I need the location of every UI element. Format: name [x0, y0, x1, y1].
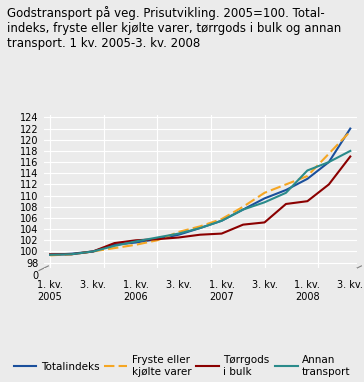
Text: Godstransport på veg. Prisutvikling. 2005=100. Total-
indeks, fryste eller kjølt: Godstransport på veg. Prisutvikling. 200… — [7, 6, 341, 50]
Legend: Totalindeks, Fryste eller
kjølte varer, Tørrgods
i bulk, Annan
transport: Totalindeks, Fryste eller kjølte varer, … — [13, 355, 351, 377]
